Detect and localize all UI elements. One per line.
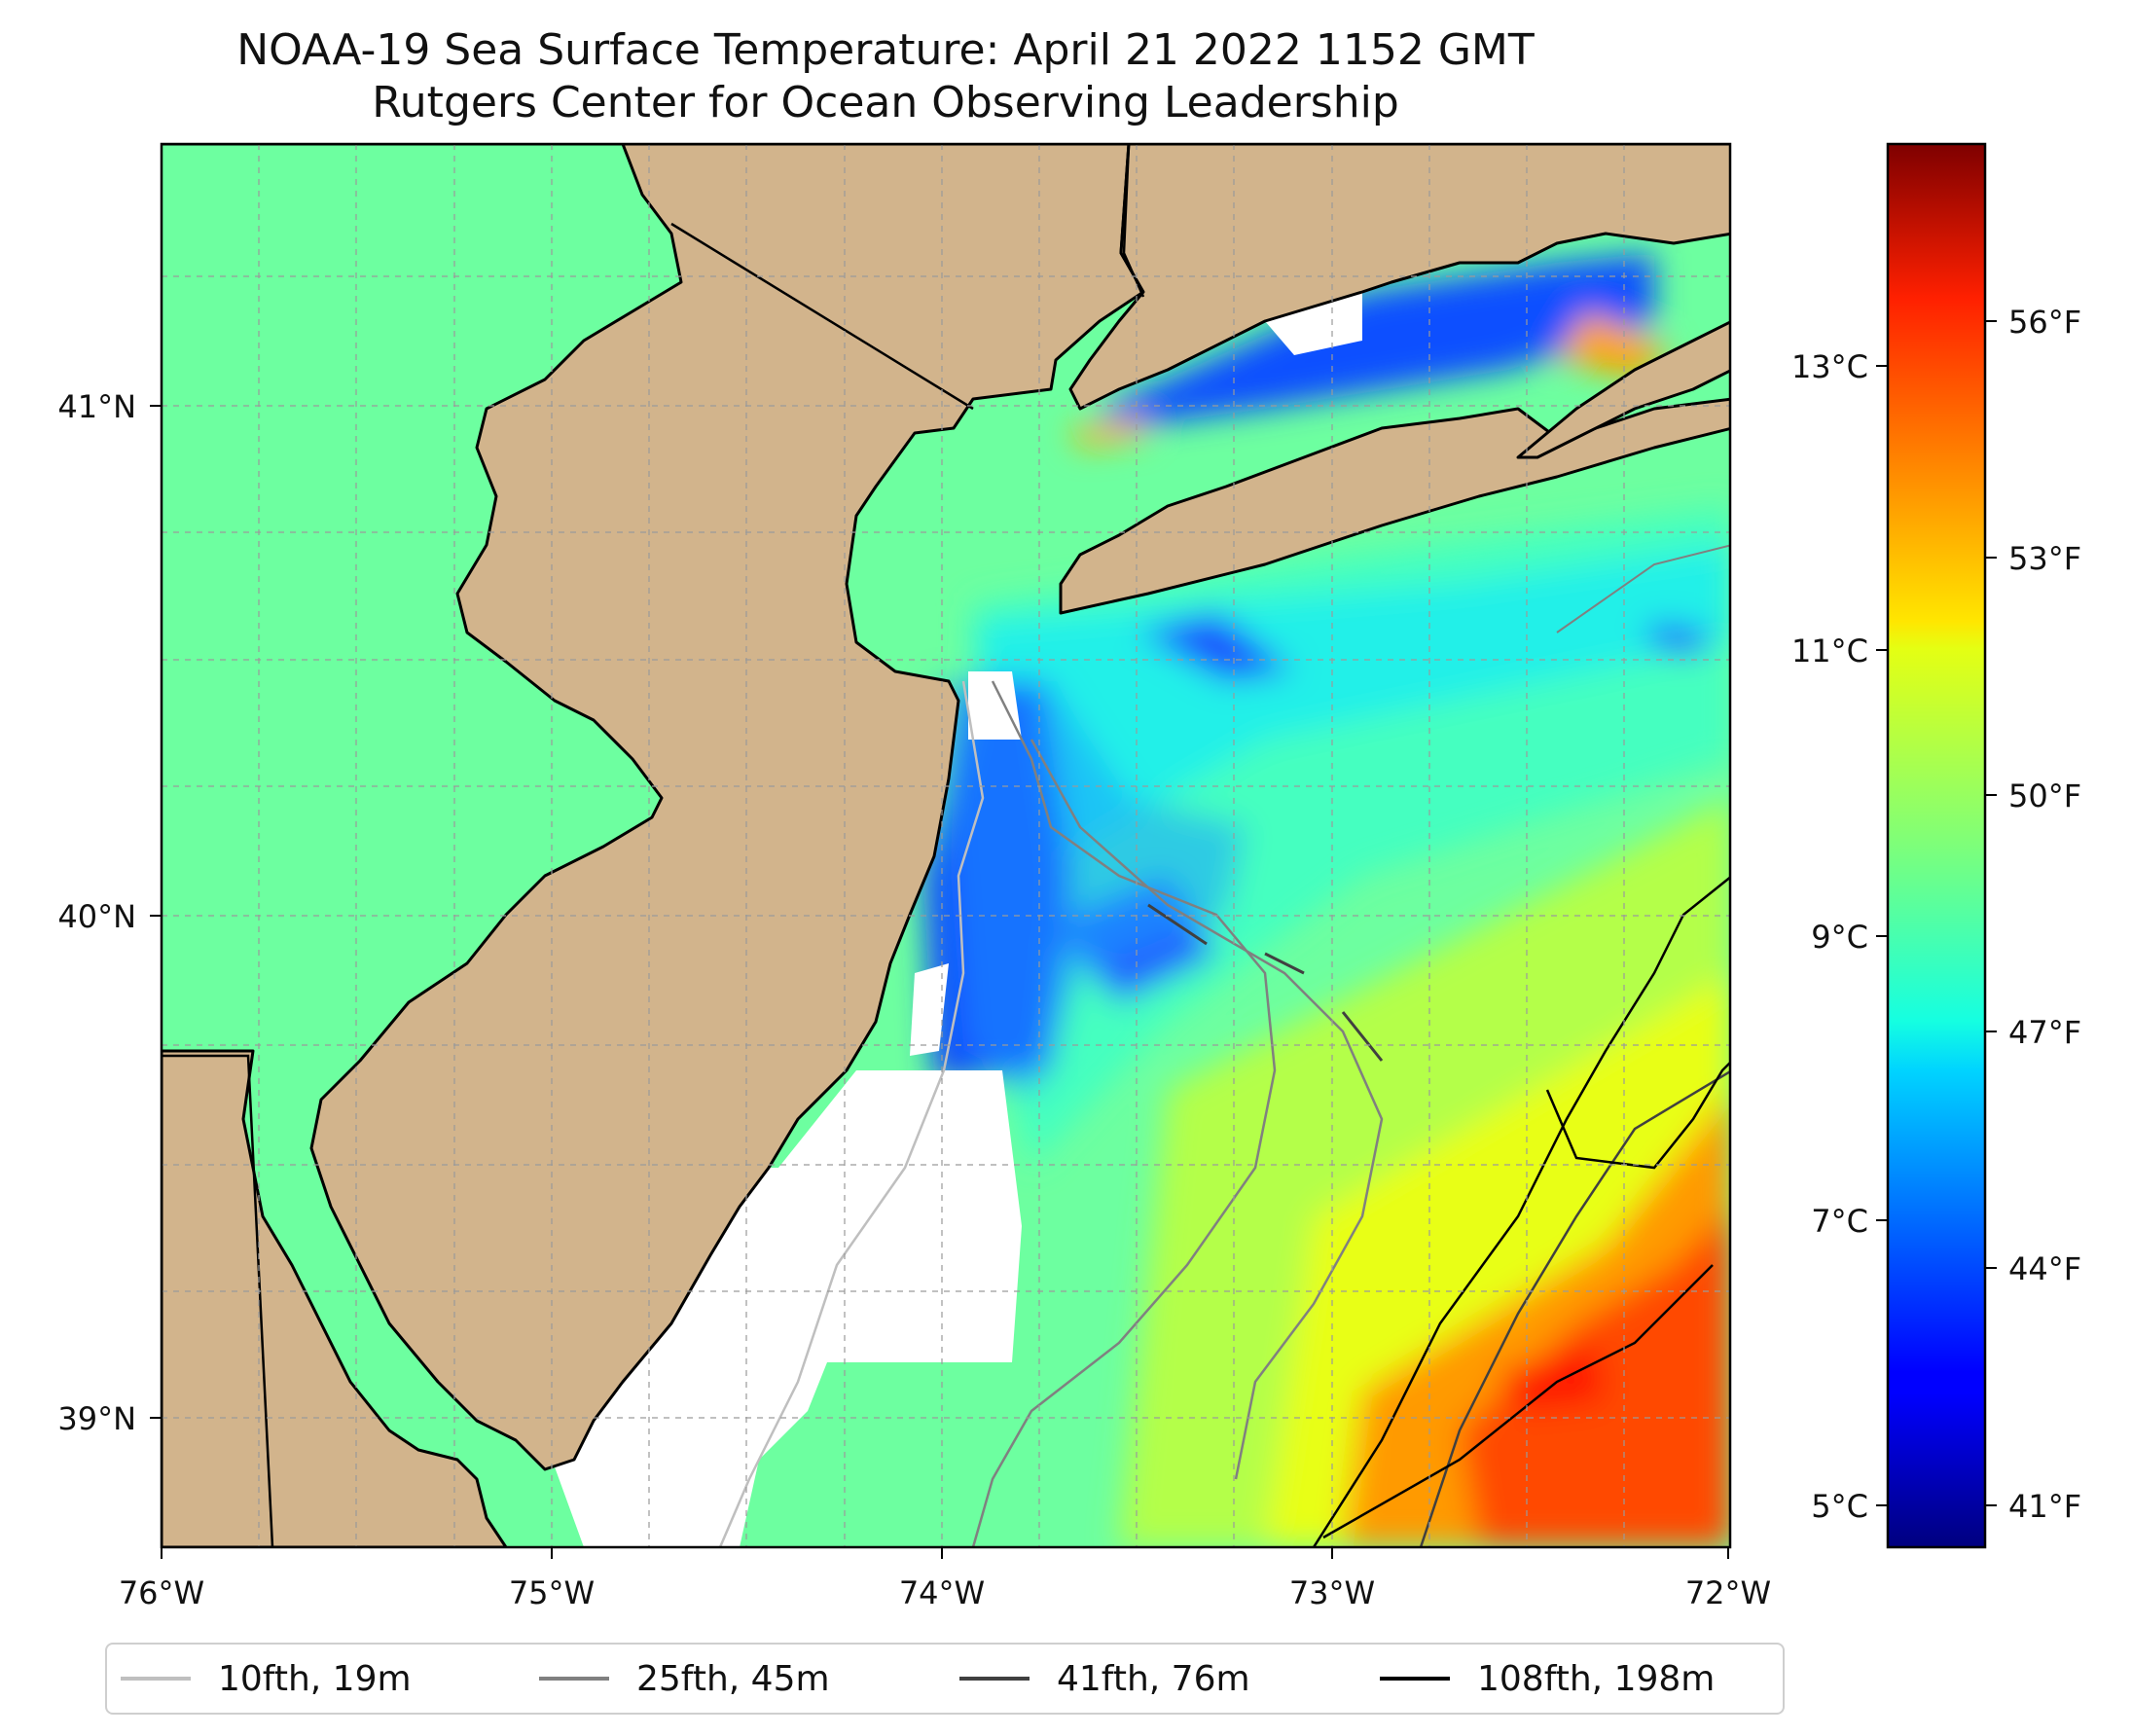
chart-title: NOAA-19 Sea Surface Temperature: April 2…: [236, 25, 1535, 75]
map-frame: [160, 142, 1732, 1549]
fahrenheit-tick: 47°F: [2008, 1014, 2081, 1051]
celsius-tick: 13°C: [1791, 348, 1868, 385]
x-tick-label: 75°W: [509, 1574, 595, 1611]
fahrenheit-tick: 56°F: [2008, 304, 2081, 341]
celsius-tick: 11°C: [1791, 633, 1868, 669]
legend-swatch: [1380, 1677, 1450, 1681]
sst-field: [924, 253, 1730, 1547]
legend-label: 108fth, 198m: [1477, 1658, 1716, 1699]
fahrenheit-tick: 41°F: [2008, 1488, 2081, 1525]
state-borders: [162, 144, 1145, 1547]
fahrenheit-tick: 53°F: [2008, 540, 2081, 577]
chart-subtitle: Rutgers Center for Ocean Observing Leade…: [372, 78, 1399, 127]
fahrenheit-tick: 44°F: [2008, 1250, 2081, 1287]
colorbar-gradient: [1886, 142, 1987, 1549]
celsius-tick: 9°C: [1811, 919, 1868, 956]
legend-swatch: [121, 1677, 191, 1681]
fahrenheit-tick: 50°F: [2008, 778, 2081, 814]
bathymetry-contours: [718, 544, 1730, 1547]
x-tick-label: 76°W: [119, 1574, 204, 1611]
legend-item: 25fth, 45m: [539, 1645, 830, 1713]
y-tick-label: 40°N: [57, 898, 136, 935]
x-tick-label: 74°W: [899, 1574, 985, 1611]
axis-labels: 76°W 75°W 74°W 73°W 72°W 39°N 40°N 41°N: [57, 388, 1771, 1611]
axis-ticks: [150, 405, 1729, 1559]
legend-label: 41fth, 76m: [1057, 1658, 1250, 1699]
map-layer: [162, 144, 1730, 1547]
gridlines: [162, 144, 1730, 1547]
x-tick-label: 72°W: [1685, 1574, 1771, 1611]
colorbar: 5°C 7°C 9°C 11°C 13°C 41°F 44°F 47°F 50°…: [1791, 142, 2081, 1549]
legend-swatch: [959, 1677, 1030, 1681]
legend-item: 41fth, 76m: [959, 1645, 1250, 1713]
legend-label: 25fth, 45m: [636, 1658, 830, 1699]
legend-item: 108fth, 198m: [1380, 1645, 1715, 1713]
legend-label: 10fth, 19m: [218, 1658, 412, 1699]
legend-item: 10fth, 19m: [121, 1645, 412, 1713]
celsius-tick: 7°C: [1811, 1203, 1868, 1240]
legend-swatch: [539, 1677, 609, 1681]
y-tick-label: 41°N: [57, 388, 136, 425]
legend: 10fth, 19m 25fth, 45m 41fth, 76m 108fth,…: [105, 1643, 1785, 1715]
x-tick-label: 73°W: [1289, 1574, 1375, 1611]
y-tick-label: 39°N: [57, 1400, 136, 1437]
celsius-tick: 5°C: [1811, 1488, 1868, 1525]
